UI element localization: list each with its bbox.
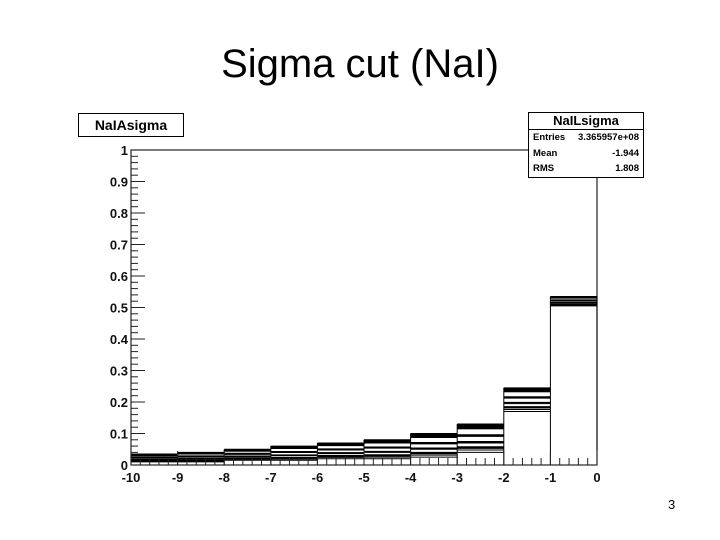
- y-tick-label: 0.5: [110, 301, 128, 316]
- stats-box: NaILsigma Entries 3.365957e+08 Mean -1.9…: [528, 112, 644, 178]
- plot-frame: [130, 149, 598, 466]
- histogram-band: [550, 296, 597, 299]
- x-tick-label: -6: [312, 470, 324, 485]
- stats-value: -1.944: [612, 147, 639, 159]
- y-tick-label: 1: [121, 143, 128, 158]
- stats-box-name: NaILsigma: [529, 113, 643, 130]
- histogram-band: [410, 433, 458, 438]
- histogram-band: [503, 387, 551, 393]
- y-tick-label: 0.9: [110, 175, 128, 190]
- x-tick-label: -3: [451, 470, 463, 485]
- histogram-band: [317, 442, 364, 446]
- stats-value: 3.365957e+08: [577, 132, 639, 143]
- y-tick-label: 0.6: [110, 269, 128, 284]
- histogram-band: [270, 446, 318, 449]
- y-tick-label: 0.7: [110, 238, 128, 253]
- x-tick-label: -5: [358, 470, 370, 485]
- histogram-band: [131, 453, 178, 456]
- stats-value: 1.808: [615, 163, 639, 174]
- histogram-title-box: NaIAsigma: [78, 113, 184, 137]
- histogram-band: [457, 424, 504, 430]
- x-tick-label: -2: [498, 470, 510, 485]
- y-tick-label: 0.4: [110, 332, 129, 347]
- stats-row-entries: Entries 3.365957e+08: [529, 130, 643, 146]
- x-tick-label: 0: [593, 470, 600, 485]
- slide-title: Sigma cut (NaI): [221, 42, 499, 86]
- stats-row-mean: Mean -1.944: [529, 146, 643, 162]
- histogram-band: [364, 439, 411, 444]
- x-tick-label: -1: [545, 470, 557, 485]
- stats-label: Entries: [533, 132, 566, 143]
- x-tick-label: -4: [405, 470, 417, 485]
- y-tick-label: 0: [121, 458, 128, 473]
- stats-label: RMS: [533, 163, 555, 174]
- histogram-band: [224, 449, 271, 452]
- stats-row-rms: RMS 1.808: [529, 161, 643, 177]
- histogram-band: [177, 452, 225, 455]
- x-tick-label: -9: [172, 470, 184, 485]
- y-tick-label: 0.1: [110, 427, 128, 442]
- y-tick-label: 0.8: [110, 206, 128, 221]
- x-tick-label: -8: [218, 470, 230, 485]
- y-tick-label: 0.2: [110, 395, 128, 410]
- x-tick-label: -10: [122, 470, 141, 485]
- y-tick-label: 0.3: [110, 364, 128, 379]
- x-tick-label: -7: [265, 470, 277, 485]
- stats-label: Mean: [533, 147, 558, 159]
- page-number: 3: [668, 497, 676, 512]
